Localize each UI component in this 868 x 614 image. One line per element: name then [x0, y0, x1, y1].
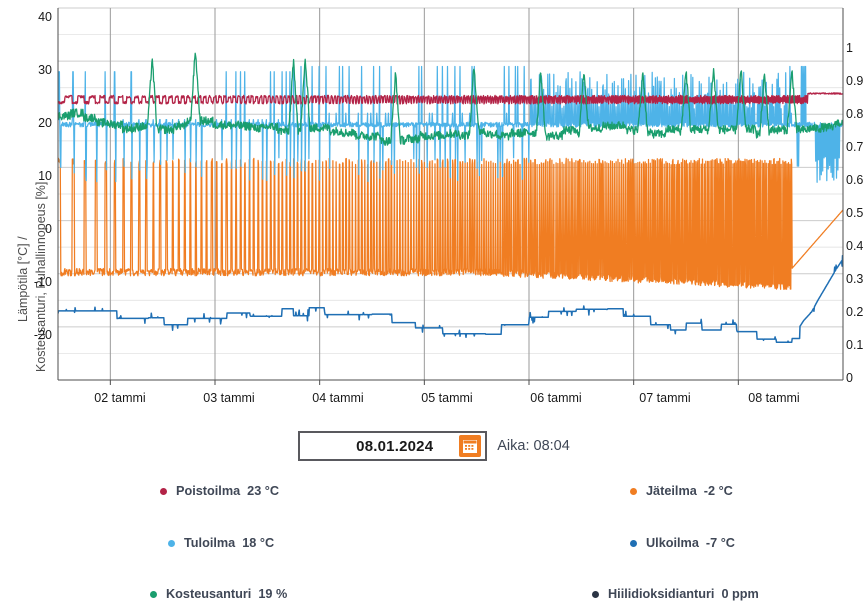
- y-tick-right: 0.7: [846, 140, 864, 154]
- legend-series-value: 0 ppm: [721, 587, 759, 601]
- legend-series-name: Poistoilma: [176, 484, 241, 498]
- series-layer: [58, 52, 843, 344]
- y-tick-left: 0: [45, 222, 52, 236]
- legend-series-value: -2 °C: [703, 484, 733, 498]
- plot-frame: [57, 8, 844, 381]
- legend-item-jateilma[interactable]: Jäteilma -2 °C: [630, 484, 733, 498]
- legend-color-dot: [592, 590, 599, 598]
- legend-item-kosteusanturi[interactable]: Kosteusanturi 19 %: [150, 587, 287, 601]
- x-tick-label: 03 tammi: [203, 391, 255, 405]
- legend-series-name: Jäteilma: [646, 484, 697, 498]
- chart-container: Lämpötila [°C] / Kosteusanturi, Puhallin…: [0, 0, 868, 420]
- y-tick-right: 0.1: [846, 338, 864, 352]
- y-tick-right: 0.8: [846, 107, 864, 121]
- x-tick-label: 08 tammi: [748, 391, 800, 405]
- legend-series-value: 18 °C: [242, 536, 275, 550]
- legend-series-name: Kosteusanturi: [166, 587, 252, 601]
- time-label: Aika: 08:04: [497, 438, 570, 454]
- y-axis-right-ticks: 1 0.9 0.8 0.7 0.6 0.5 0.4 0.3 0.2 0.1 0: [846, 0, 868, 420]
- x-tick-label: 04 tammi: [312, 391, 364, 405]
- legend-color-dot: [150, 590, 157, 598]
- legend-color-dot: [168, 539, 175, 547]
- plot-svg: [57, 7, 844, 385]
- legend-series-value: 23 °C: [247, 484, 280, 498]
- date-picker[interactable]: 08.01.2024: [298, 431, 488, 461]
- legend-series-name: Hiilidioksidianturi: [608, 587, 715, 601]
- legend-series-value: -7 °C: [705, 536, 735, 550]
- y-tick-right: 0.6: [846, 173, 864, 187]
- y-tick-left: 10: [38, 169, 52, 183]
- legend-item-ulkoilma[interactable]: Ulkoilma -7 °C: [630, 536, 735, 550]
- legend-item-poistoilma[interactable]: Poistoilma 23 °C: [160, 484, 279, 498]
- x-tick-label: 02 tammi: [94, 391, 146, 405]
- legend-series-name: Tuloilma: [184, 536, 236, 550]
- y-tick-right: 0: [846, 371, 853, 385]
- y-tick-right: 1: [846, 41, 853, 55]
- x-tick-label: 06 tammi: [530, 391, 582, 405]
- y-tick-right: 0.4: [846, 239, 864, 253]
- y-tick-right: 0.2: [846, 305, 864, 319]
- chart-legend: Poistoilma 23 °C Jäteilma -2 °C Tuloilma…: [0, 474, 868, 614]
- legend-item-tuloilma[interactable]: Tuloilma 18 °C: [168, 536, 274, 550]
- legend-color-dot: [630, 539, 637, 547]
- y-tick-right: 0.3: [846, 272, 864, 286]
- calendar-icon[interactable]: [459, 435, 482, 457]
- y-tick-left: -10: [33, 275, 52, 289]
- y-axis-left-ticks: 40 30 20 10 0 -10 -20: [0, 0, 52, 420]
- y-tick-left: 30: [38, 63, 52, 77]
- y-tick-right: 0.5: [846, 206, 864, 220]
- gridlines: [58, 7, 843, 381]
- legend-series-name: Ulkoilma: [646, 536, 699, 550]
- y-tick-left: 20: [38, 116, 52, 130]
- legend-color-dot: [160, 487, 167, 495]
- legend-item-hiilidioksidianturi[interactable]: Hiilidioksidianturi 0 ppm: [592, 587, 759, 601]
- y-tick-left: -20: [33, 328, 52, 342]
- x-tick-marks: [109, 380, 739, 385]
- y-tick-left: 40: [38, 10, 52, 24]
- x-tick-label: 05 tammi: [421, 391, 473, 405]
- x-tick-label: 07 tammi: [639, 391, 691, 405]
- date-control-row: 08.01.2024 Aika: 08:04: [0, 428, 868, 464]
- legend-color-dot: [630, 487, 637, 495]
- legend-series-value: 19 %: [258, 587, 288, 601]
- y-tick-right: 0.9: [846, 74, 864, 88]
- date-input-value[interactable]: 08.01.2024: [356, 437, 434, 455]
